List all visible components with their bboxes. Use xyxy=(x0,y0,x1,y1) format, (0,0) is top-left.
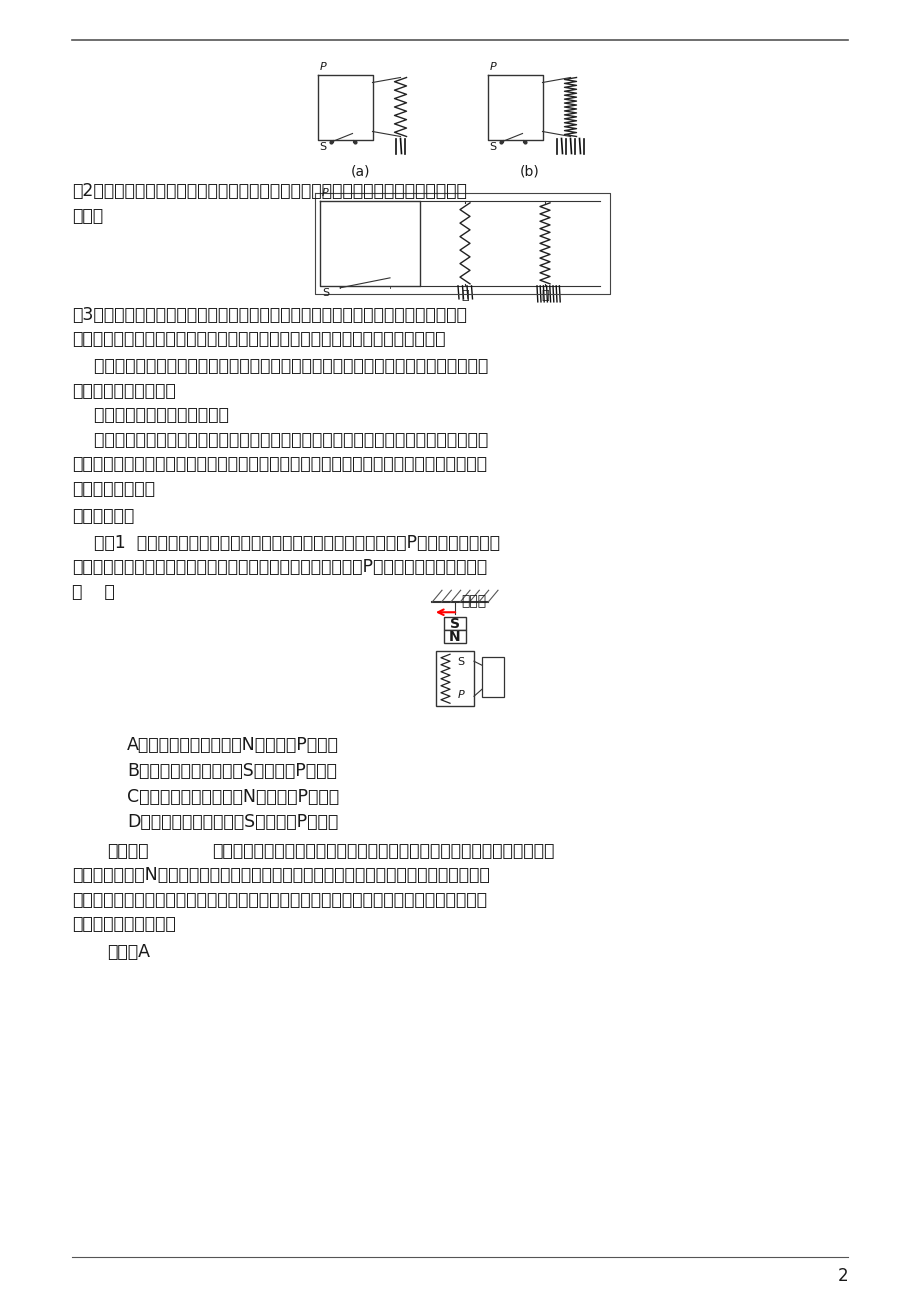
Text: 【典例精析】: 【典例精析】 xyxy=(72,506,134,525)
Text: 重要的科学探究方法。: 重要的科学探究方法。 xyxy=(72,381,176,400)
Text: S: S xyxy=(322,288,329,298)
Text: 开关闭合后，螺线管中电流方向是自左向右，根据安培定则判断可知，通电: 开关闭合后，螺线管中电流方向是自左向右，根据安培定则判断可知，通电 xyxy=(211,841,554,859)
Text: 思路导航: 思路导航 xyxy=(107,841,148,859)
Text: S: S xyxy=(457,658,464,667)
Text: （3）电磁铁的磁性强弱还跟是否插入铁芯有关，插入铁芯时磁性强，拔出铁芯时，磁: （3）电磁铁的磁性强弱还跟是否插入铁芯有关，插入铁芯时磁性强，拔出铁芯时，磁 xyxy=(72,306,466,324)
Text: P: P xyxy=(457,690,463,700)
Text: 固定几个因素不变，只改变某一因素，观察其对实验结果的影响，如探究线圈匝数对磁: 固定几个因素不变，只改变某一因素，观察其对实验结果的影响，如探究线圈匝数对磁 xyxy=(72,431,488,449)
Text: 甲: 甲 xyxy=(460,289,469,302)
Text: （    ）: （ ） xyxy=(72,582,115,600)
Bar xyxy=(444,630,466,643)
Text: 橡皮筋: 橡皮筋 xyxy=(460,594,485,608)
Text: 发现橡皮筋的长度变短了，则下列关于通电螺线管的磁极和滑片P移动方向，判断正确的是: 发现橡皮筋的长度变短了，则下列关于通电螺线管的磁极和滑片P移动方向，判断正确的是 xyxy=(72,559,486,575)
Text: P: P xyxy=(319,61,326,72)
Text: S: S xyxy=(449,617,460,630)
Text: B．通电螺线管的上端为S极，滑片P向右移: B．通电螺线管的上端为S极，滑片P向右移 xyxy=(127,762,336,780)
Bar xyxy=(482,658,504,698)
Text: （2）电磁铁的磁性强弱还跟线圈的匝数有关，匝数越多，磁性越强；匝数越少，磁性: （2）电磁铁的磁性强弱还跟线圈的匝数有关，匝数越多，磁性越强；匝数越少，磁性 xyxy=(72,182,466,201)
Text: 越弱；: 越弱； xyxy=(72,207,103,224)
Text: P: P xyxy=(322,187,328,198)
Text: 2: 2 xyxy=(836,1267,847,1285)
Text: 小，即滑片向右移动。: 小，即滑片向右移动。 xyxy=(72,915,176,934)
Text: 在探究电磁铁的磁性强弱实验中，应注意控制变量法的运用。控制变量法是初中阶段最: 在探究电磁铁的磁性强弱实验中，应注意控制变量法的运用。控制变量法是初中阶段最 xyxy=(72,357,488,375)
Text: 答案：A: 答案：A xyxy=(107,943,150,961)
Text: (a): (a) xyxy=(350,164,369,178)
Bar xyxy=(436,651,473,706)
Bar xyxy=(444,617,466,630)
Text: 性强弱的影响时，应控制电流和铁芯相同，只改变线圈的匝数多少，观察电磁铁吸引大头针: 性强弱的影响时，应控制电流和铁芯相同，只改变线圈的匝数多少，观察电磁铁吸引大头针 xyxy=(72,456,486,473)
Text: C．通电螺线管的上端为N极，滑片P向左移: C．通电螺线管的上端为N极，滑片P向左移 xyxy=(127,788,339,806)
Text: A．通电螺线管的上端为N极，滑片P向右移: A．通电螺线管的上端为N极，滑片P向右移 xyxy=(127,736,338,754)
Text: P: P xyxy=(489,61,495,72)
Text: 乙: 乙 xyxy=(540,289,548,302)
Text: D．通电螺线管的上端为S极，滑片P向左移: D．通电螺线管的上端为S极，滑片P向左移 xyxy=(127,814,338,832)
Text: (b): (b) xyxy=(519,164,539,178)
Text: 数目的变化情况。: 数目的变化情况。 xyxy=(72,479,154,497)
Text: N: N xyxy=(448,630,460,643)
Text: S: S xyxy=(319,142,326,151)
Text: S: S xyxy=(489,142,496,151)
Text: 例题1  如图所示，橡皮筋下面挂着条形磁铁，当滑动变阻器的滑片P向某方向移动时，: 例题1 如图所示，橡皮筋下面挂着条形磁铁，当滑动变阻器的滑片P向某方向移动时， xyxy=(72,534,499,552)
Text: 向上的斥力增大，螺线管中的电流变大。由此可知，滑动变阻器连入电路中其电阻值逐渐变: 向上的斥力增大，螺线管中的电流变大。由此可知，滑动变阻器连入电路中其电阻值逐渐变 xyxy=(72,891,486,909)
Text: 螺线管的上端是N极，故与条形磁铁相斥。橡皮筋变短，说明条形磁铁受到通电螺线管对它: 螺线管的上端是N极，故与条形磁铁相斥。橡皮筋变短，说明条形磁铁受到通电螺线管对它 xyxy=(72,866,489,884)
Text: 控制变量法的具体应用方法：: 控制变量法的具体应用方法： xyxy=(72,406,229,424)
Text: 性弱。特别是电流的大小这一因素，电路中一般用滑动变阻器来改变电流的大小。: 性弱。特别是电流的大小这一因素，电路中一般用滑动变阻器来改变电流的大小。 xyxy=(72,331,445,348)
